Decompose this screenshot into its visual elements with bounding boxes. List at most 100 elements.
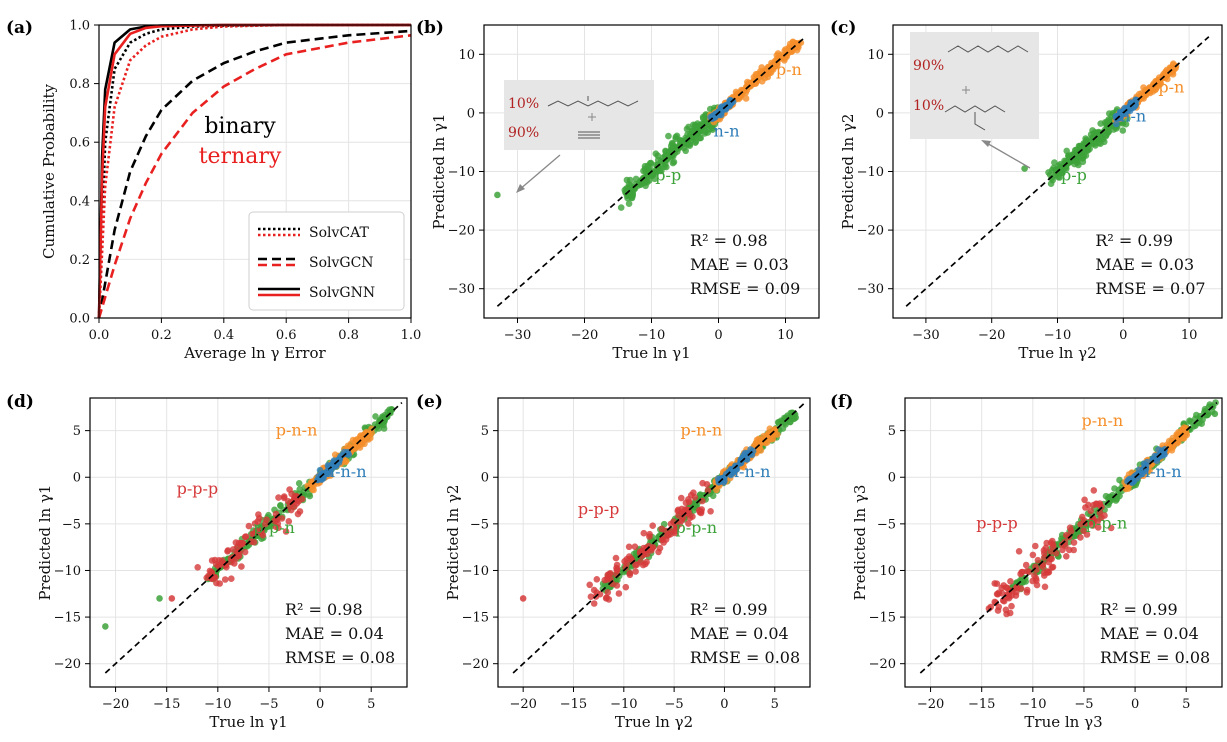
point-p-p-n [1105,499,1112,507]
point-p-p-p [271,517,278,525]
point-p-p-p [1063,553,1070,560]
point-p-p-p [258,529,265,537]
point-p-p [1093,130,1100,138]
x-tick-label: 0 [1119,328,1127,343]
point-p-p-n [375,425,383,432]
y-axis-title: Predicted ln γ1 [430,114,448,230]
y-tick-label: −5 [877,517,896,532]
point-p-p [617,204,625,211]
point-p-n [1152,85,1160,93]
y-tick-label: 5 [73,424,81,439]
point-p-n [1152,79,1159,86]
x-tick-label: −10 [638,328,665,343]
point-p-p-p [272,523,280,531]
point-p-p-p [296,508,304,515]
stat-r2: R² = 0.99 [1095,231,1173,250]
point-p-p-p [615,590,623,597]
point-p-p-p [1063,531,1070,539]
inset-arrow-head [516,184,525,193]
point-p-p-p [605,596,613,603]
molecule-inset: 90% 10% [910,32,1039,169]
point-p-p-p [250,538,258,546]
point-p-p-n [789,409,796,417]
point-p-p-p [245,522,253,530]
point-p-p [654,152,662,159]
y-tick-label: 0.0 [69,312,90,327]
point-n-n [1126,102,1134,109]
group-label-p-n-n: p-n-n [680,420,722,439]
point-p-p-p [612,554,620,562]
panel-label: (c) [830,18,856,38]
plot-frame [904,397,1223,688]
x-tick-label: −10 [1044,328,1071,343]
group-label-p-n: p-n [776,60,802,79]
point-p-p-p [604,574,611,582]
x-tick-label: −20 [571,328,598,343]
point-p-p-p [626,571,634,579]
y-tick-label: 0 [467,106,475,121]
point-n-n-n [730,469,737,476]
point-p-p-p [282,528,290,535]
point-p-p [683,125,691,133]
panel-2-axes: (c) −30 −20 −10 0 10 −30 −20 −10 0 10 True ln γ2 Pre… [830,18,1223,362]
panel-1-marks [494,36,807,307]
point-n-n [727,100,735,107]
panel-5-axes: (f) −20 −15 −10 −5 0 5 −20 −15 −10 −5 0 5 True ln γ3 P… [830,392,1223,731]
point-p-p-p [622,583,630,591]
point-outlier [168,595,176,602]
point-p-n-n [365,436,372,443]
stat-r2: R² = 0.99 [690,600,768,619]
point-n-n-n [337,453,344,461]
x-tick-label: −20 [917,697,944,712]
legend-label-solvgnn: SolvGNN [309,285,375,301]
series-line-solvcat-ternary [97,23,411,319]
group-label-p-p-p: p-p-p [976,514,1018,533]
point-p-p-p [1025,568,1033,576]
point-outlier [1211,410,1219,418]
point-p-p-n [1187,418,1194,425]
point-p-p-p [1000,597,1008,605]
point-p-p-p [639,547,646,555]
point-p-p-p [228,575,235,582]
x-tick-label: −30 [504,328,531,343]
point-p-p [689,127,696,135]
point-p-p [1097,120,1104,127]
legend-box [248,211,405,311]
point-p-p-p [1070,539,1078,546]
parity-line [104,402,403,674]
parity-line [919,402,1218,674]
inset-arrow [984,141,1031,169]
panel-4-background [498,398,810,687]
y-axis-title: Predicted ln γ3 [851,485,869,601]
group-label-p-p-p: p-p-p [177,479,219,498]
point-p-p-p [656,544,664,552]
x-tick-label: 0.8 [338,328,359,343]
point-p-n [750,73,758,81]
point-p-p-p [1041,549,1048,557]
point-p-p-p [278,515,286,522]
x-tick-label: −5 [665,697,684,712]
parity-line [905,36,1210,307]
point-p-p-p [254,518,261,525]
y-tick-label: 0 [481,471,489,486]
point-p-p [1104,129,1111,137]
stat-rmse: RMSE = 0.07 [1095,279,1205,298]
y-tick-label: 0 [73,471,81,486]
panel-label: (f) [830,392,853,412]
point-p-p-p [232,555,240,562]
stat-r2: R² = 0.99 [1100,600,1178,619]
point-p-p-p [208,568,215,576]
x-tick-label: 0.6 [276,328,297,343]
parity-line [512,402,806,674]
point-p-n-n [1168,447,1176,454]
point-p-p-p [1032,542,1039,550]
point-outlier [494,191,501,199]
panel-4-marks [512,402,806,674]
point-p-p-p [1070,546,1077,554]
point-p-p-p [1000,582,1007,589]
y-tick-label: −20 [448,224,475,239]
point-p-p-n [1196,412,1204,420]
point-p-p-p [659,536,666,543]
point-n-n-n [345,451,353,458]
point-p-n [758,78,766,85]
